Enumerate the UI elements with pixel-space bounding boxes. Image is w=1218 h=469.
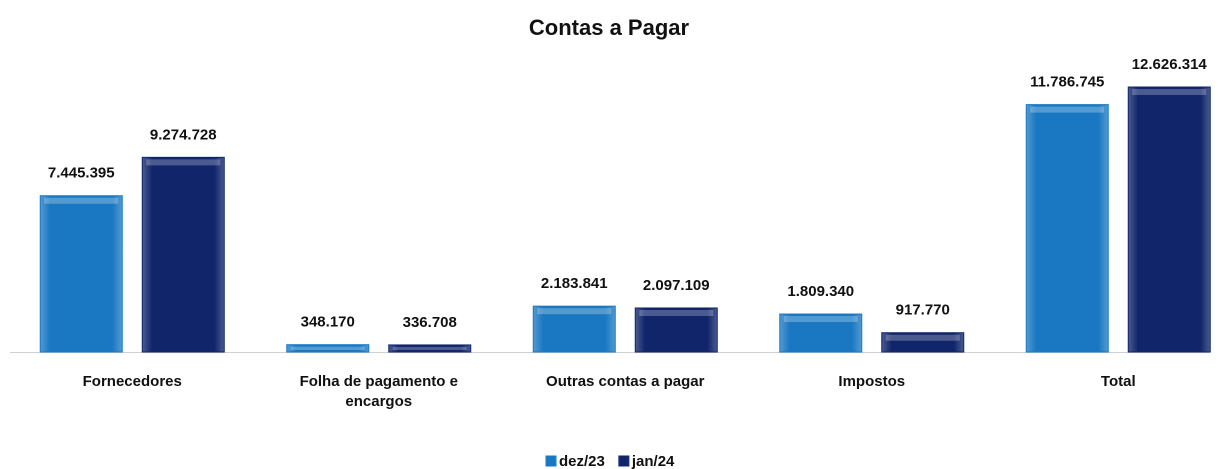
bar [1127, 86, 1211, 353]
value-label: 1.809.340 [787, 283, 854, 300]
legend-swatch [618, 455, 630, 467]
legend-label: dez/23 [559, 453, 605, 469]
x-tick-label: Outras contas a pagar [546, 373, 705, 390]
legend-label: jan/24 [631, 453, 675, 469]
x-tick-label: Impostos [838, 373, 906, 390]
bar [388, 344, 472, 353]
bar-highlight [537, 308, 612, 315]
value-label: 11.786.745 [1030, 74, 1104, 91]
value-label: 348.170 [301, 314, 355, 331]
bar-highlight [639, 309, 714, 316]
value-label: 12.626.314 [1132, 56, 1208, 73]
bar-highlight [1132, 89, 1207, 95]
bar-highlight [146, 159, 221, 166]
chart-title: Contas a Pagar [529, 15, 690, 40]
x-tick-label: Folha de pagamento e encargos [299, 373, 458, 410]
bar-highlight [885, 334, 960, 341]
bar [532, 305, 616, 353]
value-label: 9.274.728 [150, 126, 217, 143]
bar-highlight [1030, 106, 1105, 113]
bar-highlight [44, 197, 119, 204]
value-label: 336.708 [403, 314, 457, 331]
bar [39, 195, 123, 353]
value-label: 2.097.109 [643, 277, 710, 294]
bar-highlight [392, 346, 467, 350]
x-tick-label: Fornecedores [82, 373, 182, 390]
bar [881, 332, 965, 353]
bar [141, 156, 225, 353]
bar [286, 344, 370, 353]
bar-highlight [290, 346, 365, 350]
bar [779, 313, 863, 353]
value-label: 7.445.395 [48, 165, 115, 182]
value-label: 2.183.841 [541, 275, 608, 292]
bar [634, 307, 718, 353]
value-label: 917.770 [896, 302, 950, 319]
legend-swatch [545, 455, 557, 467]
bar [1025, 104, 1109, 353]
bar-highlight [783, 316, 858, 323]
x-tick-label: Total [1100, 373, 1136, 390]
